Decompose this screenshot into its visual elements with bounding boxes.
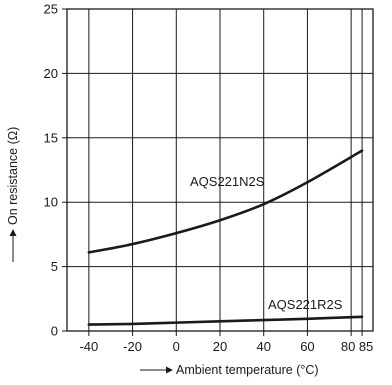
series-lines bbox=[87, 149, 364, 326]
x-axis-title-group: Ambient temperature (°C) bbox=[140, 363, 319, 377]
y-tick-label: 15 bbox=[44, 130, 58, 145]
x-tick-label: 0 bbox=[173, 339, 180, 354]
x-tick-label: 85 bbox=[359, 339, 373, 354]
y-tick-label: 20 bbox=[44, 66, 58, 81]
y-tick-label: 0 bbox=[51, 324, 58, 339]
x-axis-arrow-icon bbox=[166, 366, 173, 374]
y-tick-label: 25 bbox=[44, 2, 58, 17]
x-tick-label: -20 bbox=[123, 339, 142, 354]
ticks: -40 -20 0 20 40 60 80 85 0 5 10 15 20 25 bbox=[44, 2, 374, 355]
x-tick-label: 20 bbox=[213, 339, 227, 354]
y-axis-label: On resistance (Ω) bbox=[6, 127, 20, 225]
y-axis-title-group: On resistance (Ω) bbox=[6, 127, 20, 262]
x-axis-label: Ambient temperature (°C) bbox=[176, 363, 319, 377]
series-label-aqs221r2s: AQS221R2S bbox=[268, 297, 343, 312]
series-line-aqs221n2s bbox=[87, 149, 364, 254]
series-label-aqs221n2s: AQS221N2S bbox=[190, 174, 265, 189]
x-tick-label: 80 bbox=[341, 339, 355, 354]
x-tick-label: 40 bbox=[256, 339, 270, 354]
x-tick-label: 60 bbox=[300, 339, 314, 354]
series-line-aqs221r2s bbox=[87, 315, 364, 326]
y-tick-label: 5 bbox=[51, 259, 58, 274]
x-tick-label: -40 bbox=[79, 339, 98, 354]
y-tick-label: 10 bbox=[44, 195, 58, 210]
y-axis-arrow-icon bbox=[9, 229, 17, 236]
